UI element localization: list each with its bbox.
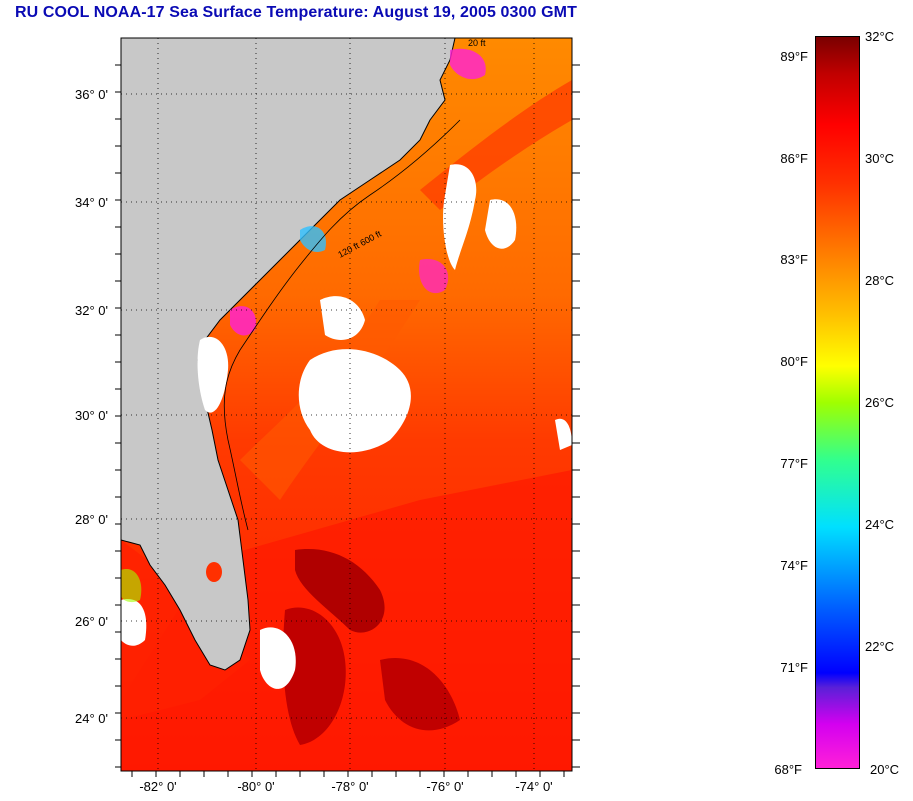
depth-contour <box>223 119 461 531</box>
cold-edge-noise <box>230 306 256 336</box>
lat-label: 36° 0' <box>75 87 108 102</box>
temperature-colorbar <box>815 36 860 769</box>
lon-label: -78° 0' <box>331 779 369 794</box>
cloud-patch <box>555 418 572 450</box>
axis-ticks <box>115 64 580 777</box>
cold-edge-noise <box>121 569 142 603</box>
cloud-patch <box>320 296 365 340</box>
florida-straits <box>121 540 250 720</box>
colorbar-fahrenheit-label: 89°F <box>780 49 808 64</box>
lat-label: 24° 0' <box>75 711 108 726</box>
cold-edge-noise <box>450 48 486 80</box>
bahamas-banks <box>380 658 460 731</box>
colorbar-fahrenheit-label: 74°F <box>780 558 808 573</box>
graticule <box>121 38 572 771</box>
colorbar-celsius-label: 22°C <box>865 639 895 654</box>
colorbar-celsius-label: 24°C <box>865 517 895 532</box>
cold-edge-noise <box>300 226 326 252</box>
colorbar-fahrenheit-label: 68°F <box>774 762 802 777</box>
colorbar-fahrenheit-label: 83°F <box>780 252 808 267</box>
lon-label: -82° 0' <box>139 779 177 794</box>
lat-label: 32° 0' <box>75 303 108 318</box>
bahamas-banks <box>283 607 346 745</box>
lon-label: -74° 0' <box>515 779 553 794</box>
colorbar-celsius-label: 26°C <box>865 395 895 410</box>
chart-title: RU COOL NOAA-17 Sea Surface Temperature:… <box>15 4 577 21</box>
colorbar-celsius-label: 32°C <box>865 29 895 44</box>
colorbar-celsius-label: 20°C <box>870 762 900 777</box>
colorbar-fahrenheit-label: 80°F <box>780 354 808 369</box>
lat-label: 26° 0' <box>75 614 108 629</box>
colorbar-fahrenheit-label: 71°F <box>780 660 808 675</box>
lake-okeechobee <box>206 562 222 582</box>
contour-label: 20 ft <box>468 38 486 48</box>
cloud-patch <box>298 349 411 453</box>
cloud-patch <box>443 164 477 270</box>
cloud-patch <box>121 599 147 646</box>
map-frame <box>120 37 573 772</box>
bahamas-banks <box>295 549 385 633</box>
colorbar-celsius-label: 30°C <box>865 151 895 166</box>
lat-label: 30° 0' <box>75 408 108 423</box>
cold-edge-noise <box>419 259 449 294</box>
lat-label: 34° 0' <box>75 195 108 210</box>
cloud-patch <box>260 627 296 689</box>
lon-label: -76° 0' <box>426 779 464 794</box>
colorbar-fahrenheit-label: 77°F <box>780 456 808 471</box>
lon-label: -80° 0' <box>237 779 275 794</box>
colorbar-fahrenheit-label: 86°F <box>780 151 808 166</box>
cloud-patch <box>197 336 229 413</box>
lat-label: 28° 0' <box>75 512 108 527</box>
colorbar-celsius-label: 28°C <box>865 273 895 288</box>
cloud-patch <box>485 199 517 249</box>
